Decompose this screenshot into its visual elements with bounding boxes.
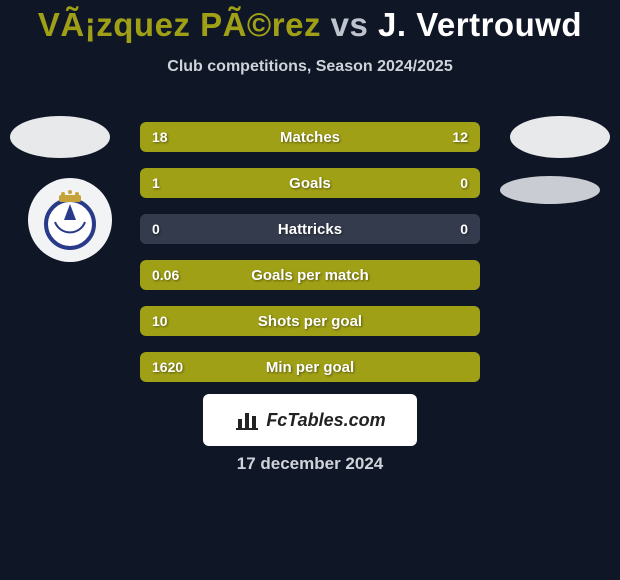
club-crest-icon bbox=[39, 189, 101, 251]
stat-row: Matches18 12 bbox=[140, 122, 480, 152]
bar-chart-icon bbox=[234, 409, 260, 431]
stat-value-left: 0.06 bbox=[152, 260, 179, 290]
date-stamp: 17 december 2024 bbox=[0, 454, 620, 474]
stat-value-left: 1620 bbox=[152, 352, 183, 382]
stat-label: Goals bbox=[140, 168, 480, 198]
stat-row: Min per goal1620 bbox=[140, 352, 480, 382]
root: VÃ¡zquez PÃ©rez vs J. Vertrouwd Club com… bbox=[0, 0, 620, 580]
watermark-logo: FcTables.com bbox=[203, 394, 417, 446]
player2-name: J. Vertrouwd bbox=[378, 6, 582, 43]
stat-row: Goals1 0 bbox=[140, 168, 480, 198]
stat-label: Matches bbox=[140, 122, 480, 152]
stat-value-right: 0 bbox=[460, 214, 468, 244]
player2-avatar-placeholder bbox=[510, 116, 610, 158]
stat-label: Min per goal bbox=[140, 352, 480, 382]
stat-label: Goals per match bbox=[140, 260, 480, 290]
stat-label: Hattricks bbox=[140, 214, 480, 244]
player1-avatar-placeholder bbox=[10, 116, 110, 158]
stat-row: Shots per goal10 bbox=[140, 306, 480, 336]
stat-value-left: 0 bbox=[152, 214, 160, 244]
stat-row: Goals per match0.06 bbox=[140, 260, 480, 290]
player1-club-badge bbox=[28, 178, 112, 262]
stat-row: Hattricks0 0 bbox=[140, 214, 480, 244]
stat-value-right: 12 bbox=[452, 122, 468, 152]
watermark-text: FcTables.com bbox=[266, 410, 385, 431]
player1-name: VÃ¡zquez PÃ©rez bbox=[38, 6, 321, 43]
stat-value-left: 18 bbox=[152, 122, 168, 152]
vs-text: vs bbox=[331, 6, 369, 43]
stat-value-right: 0 bbox=[460, 168, 468, 198]
subtitle: Club competitions, Season 2024/2025 bbox=[0, 58, 620, 76]
stat-label: Shots per goal bbox=[140, 306, 480, 336]
player2-club-badge-placeholder bbox=[500, 176, 600, 204]
comparison-bars: Matches1812Goals10Hattricks00Goals per m… bbox=[140, 122, 480, 398]
stat-value-left: 1 bbox=[152, 168, 160, 198]
stat-value-left: 10 bbox=[152, 306, 168, 336]
page-title: VÃ¡zquez PÃ©rez vs J. Vertrouwd bbox=[0, 0, 620, 44]
